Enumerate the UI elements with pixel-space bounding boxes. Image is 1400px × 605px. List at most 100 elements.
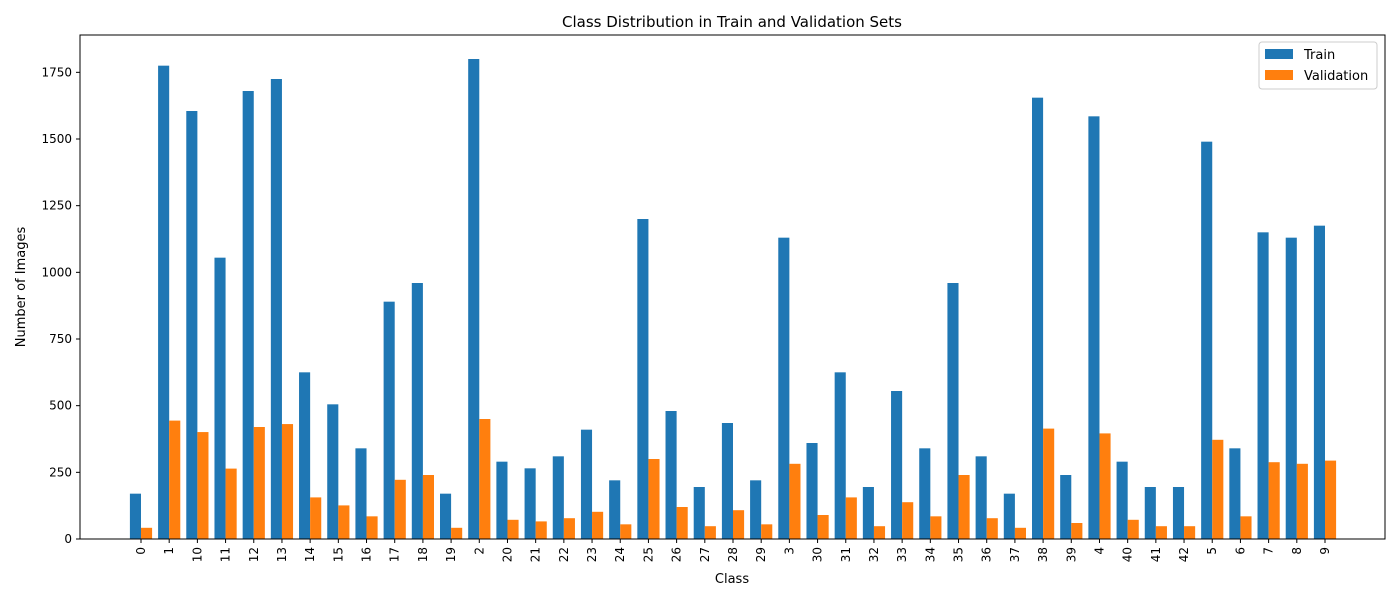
bar-train-class-4	[1088, 116, 1100, 539]
bar-train-class-26	[665, 411, 677, 539]
y-axis: 0 250 500 750 1000 1250 1500 1750	[41, 65, 80, 546]
bar-train-class-21	[524, 468, 536, 539]
bar-validation-class-36	[986, 518, 998, 539]
bar-validation-class-7	[1268, 462, 1280, 539]
bar-validation-class-31	[845, 497, 857, 539]
bar-validation-class-26	[676, 507, 688, 539]
bar-train-class-40	[1116, 461, 1128, 539]
y-tick-label: 1500	[41, 132, 72, 146]
bar-train-class-28	[721, 423, 733, 539]
bar-validation-class-39	[1071, 523, 1083, 539]
x-tick-label: 1	[162, 547, 176, 555]
bar-validation-class-24	[620, 524, 632, 539]
bar-train-class-42	[1172, 487, 1185, 539]
legend-swatch-train	[1265, 49, 1293, 59]
bar-validation-class-32	[873, 526, 886, 539]
chart-title: Class Distribution in Train and Validati…	[562, 13, 902, 31]
x-tick-label: 25	[641, 547, 655, 562]
bar-validation-class-3	[789, 463, 801, 539]
bar-train-class-7	[1257, 232, 1269, 539]
x-tick-label: 29	[754, 547, 768, 562]
x-tick-label: 24	[613, 547, 627, 562]
bar-train-class-15	[327, 404, 339, 539]
bar-validation-class-27	[704, 526, 716, 539]
x-tick-label: 6	[1233, 547, 1247, 555]
x-tick-label: 21	[529, 547, 543, 562]
bar-train-class-8	[1285, 237, 1297, 540]
x-tick-label: 19	[444, 547, 458, 562]
bar-validation-class-15	[338, 505, 350, 539]
bar-validation-class-13	[281, 424, 294, 539]
x-tick-label: 41	[1149, 547, 1163, 562]
x-axis-label: Class	[715, 572, 749, 587]
bar-train-class-22	[552, 456, 564, 539]
x-tick-label: 5	[1205, 547, 1219, 555]
x-tick-label: 35	[952, 547, 966, 562]
x-tick-label: 2	[472, 547, 486, 555]
x-tick-label: 28	[726, 547, 740, 562]
bar-train-class-12	[242, 91, 254, 539]
bar-validation-class-42	[1184, 526, 1196, 539]
y-tick-label: 1000	[41, 265, 72, 279]
x-tick-label: 42	[1177, 547, 1191, 562]
bar-validation-class-17	[394, 479, 406, 539]
bar-validation-class-34	[930, 516, 942, 539]
x-tick-label: 36	[980, 547, 994, 562]
x-tick-label: 31	[839, 547, 853, 562]
bar-train-class-5	[1201, 141, 1213, 540]
bar-validation-class-41	[1155, 526, 1167, 539]
legend: Train Validation	[1258, 41, 1378, 90]
x-tick-label: 32	[867, 547, 881, 562]
bar-validation-class-25	[648, 459, 660, 539]
bar-train-class-3	[778, 237, 790, 540]
x-tick-label: 27	[698, 547, 712, 562]
bar-validation-class-5	[1212, 439, 1224, 539]
bar-train-class-0	[129, 493, 141, 539]
legend-label-validation: Validation	[1304, 69, 1368, 84]
bar-train-class-19	[440, 493, 452, 539]
bar-validation-class-35	[958, 475, 970, 539]
bar-train-class-18	[411, 283, 423, 539]
bar-train-class-29	[750, 480, 762, 539]
x-tick-label: 17	[388, 547, 402, 562]
bar-train-class-27	[693, 487, 705, 539]
y-tick-label: 1250	[41, 199, 72, 213]
bar-validation-class-23	[592, 511, 604, 539]
bar-validation-class-33	[902, 502, 914, 539]
bar-train-class-30	[806, 443, 818, 539]
bar-validation-class-11	[225, 468, 237, 539]
x-tick-label: 20	[500, 547, 514, 562]
x-tick-label: 11	[219, 547, 233, 562]
bar-validation-class-19	[451, 527, 463, 539]
x-tick-label: 30	[811, 547, 825, 562]
y-tick-label: 750	[49, 332, 72, 346]
x-tick-label: 15	[331, 547, 345, 562]
x-tick-label: 7	[1262, 547, 1276, 555]
bar-train-class-38	[1032, 97, 1044, 540]
x-tick-label: 8	[1290, 547, 1304, 555]
x-tick-label: 10	[190, 547, 204, 562]
y-tick-label: 250	[49, 465, 72, 479]
y-tick-label: 1750	[41, 65, 72, 79]
x-tick-label: 18	[416, 547, 430, 562]
bar-validation-class-22	[563, 518, 575, 539]
x-tick-label: 12	[247, 547, 261, 562]
x-tick-label: 23	[585, 547, 599, 562]
bar-validation-class-21	[535, 521, 547, 539]
y-tick-label: 0	[64, 532, 72, 546]
bar-validation-class-12	[253, 427, 265, 539]
bar-train-class-6	[1229, 448, 1241, 539]
bar-train-class-34	[919, 448, 931, 539]
x-tick-label: 4	[1092, 547, 1106, 555]
x-tick-label: 39	[1064, 547, 1078, 562]
bar-train-class-25	[637, 219, 649, 539]
bar-validation-class-2	[479, 419, 491, 539]
bar-validation-class-0	[141, 527, 153, 539]
bar-train-class-13	[270, 79, 282, 539]
bar-train-class-37	[1003, 493, 1015, 539]
x-tick-label: 3	[782, 547, 796, 555]
bar-train-class-32	[862, 487, 874, 539]
x-tick-label: 0	[134, 547, 148, 555]
bar-validation-class-38	[1043, 428, 1055, 539]
